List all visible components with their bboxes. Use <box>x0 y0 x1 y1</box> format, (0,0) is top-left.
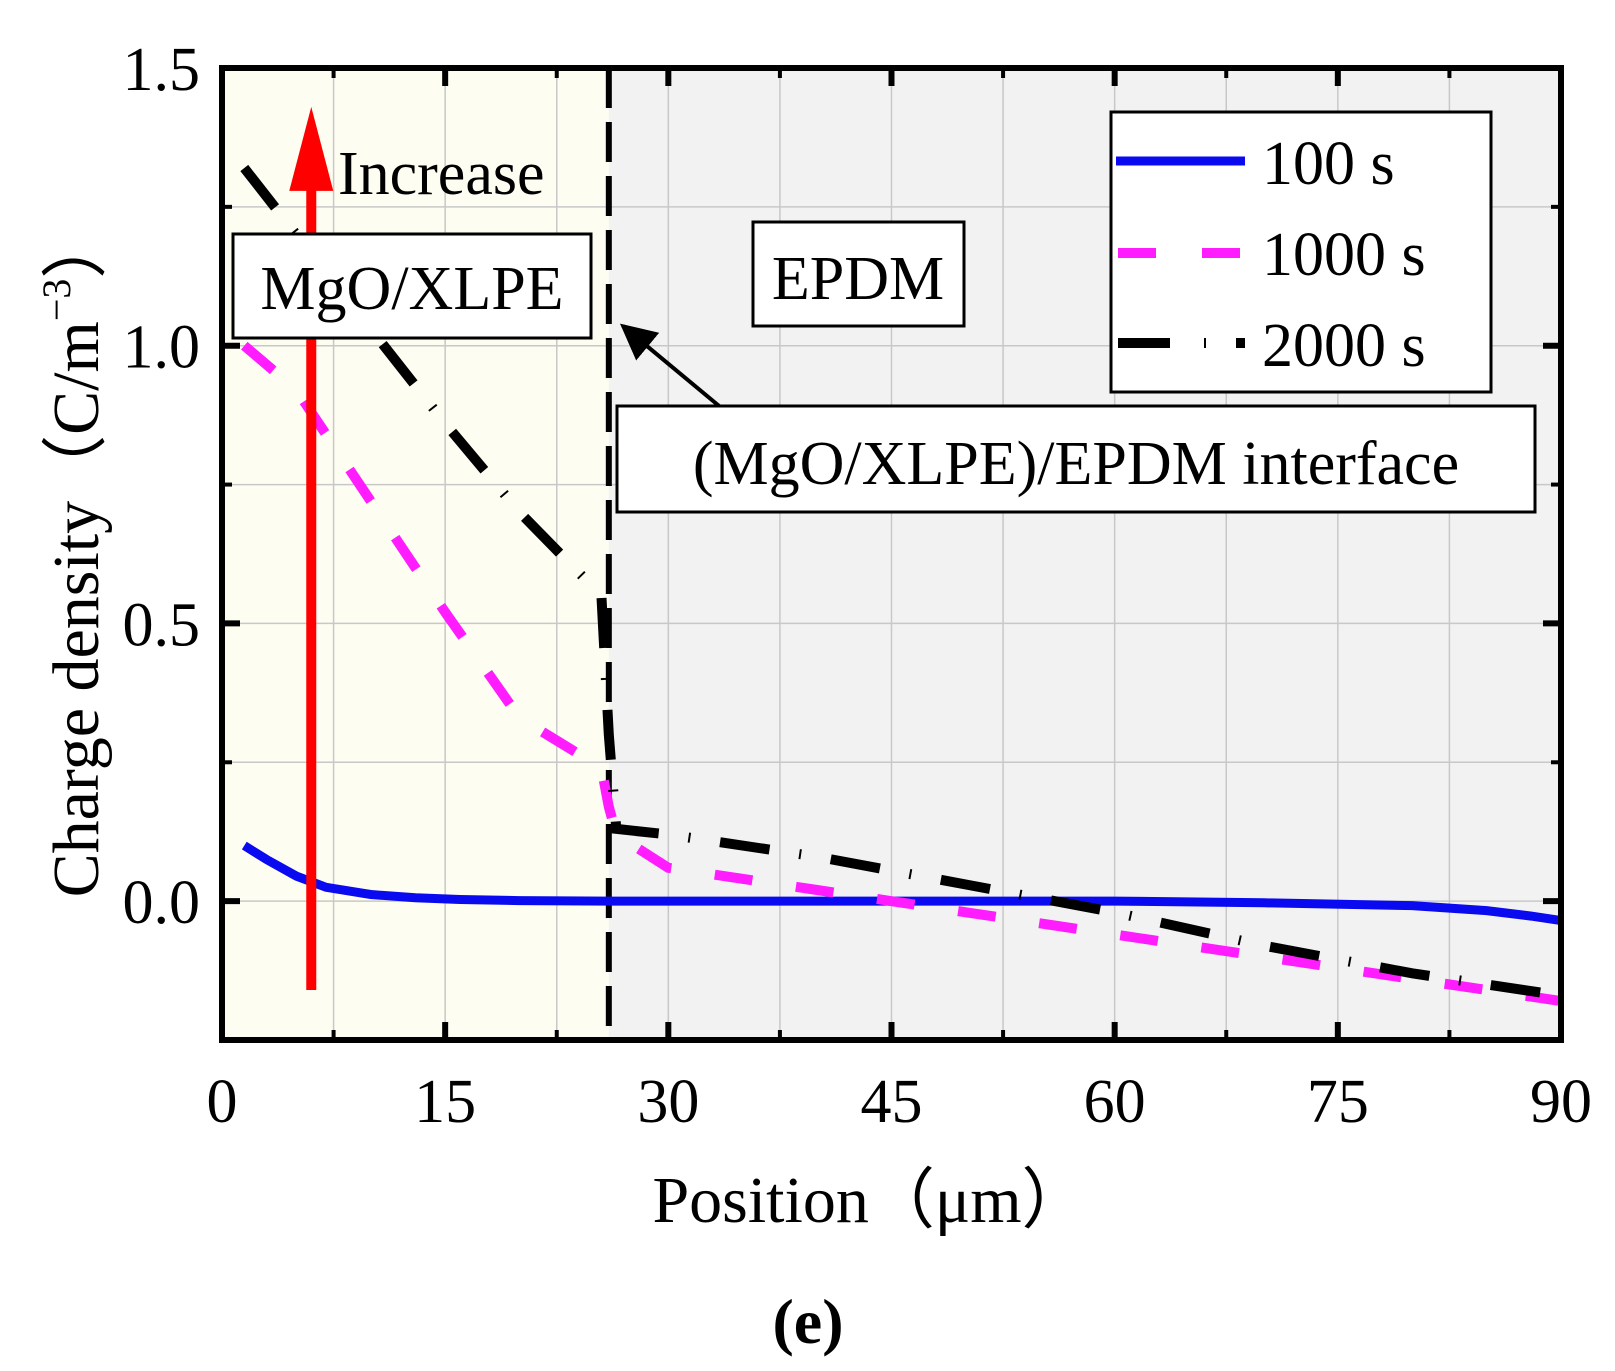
y-tick-label: 0.5 <box>123 591 201 659</box>
x-tick-label: 15 <box>414 1068 476 1136</box>
x-tick-label: 30 <box>637 1068 699 1136</box>
mgo-xlpe-label-box: MgO/XLPE <box>231 232 593 340</box>
epdm-label-box: EPDM <box>751 220 966 328</box>
x-tick-label: 0 <box>207 1068 238 1136</box>
x-tick-labels: 0 15 30 45 60 75 90 <box>207 1068 1593 1136</box>
x-axis-title: Position（μm） <box>652 1164 1087 1237</box>
series-line-100s <box>241 841 1561 926</box>
x-tick-label: 75 <box>1307 1068 1369 1136</box>
y-axis-title: Charge density（C/m−3） <box>34 213 113 898</box>
interface-label: (MgO/XLPE)/EPDM interface <box>693 430 1459 498</box>
y-tick-label: 1.5 <box>123 36 201 104</box>
mgo-xlpe-label: MgO/XLPE <box>260 255 563 323</box>
region-mgo-xlpe-background <box>222 68 609 1040</box>
y-tick-label: 0.0 <box>123 869 201 937</box>
legend-label-1000s: 1000 s <box>1262 221 1426 289</box>
increase-label: Increase <box>338 140 545 208</box>
legend-label-100s: 100 s <box>1262 130 1395 198</box>
series-line-2000s <box>240 164 1561 1001</box>
x-tick-label: 90 <box>1530 1068 1592 1136</box>
legend: 100 s 1000 s 2000 s <box>1109 110 1493 394</box>
interface-label-box: (MgO/XLPE)/EPDM interface <box>615 404 1537 514</box>
x-tick-label: 45 <box>861 1068 923 1136</box>
y-tick-labels: 0.0 0.5 1.0 1.5 <box>123 36 201 937</box>
plot-frame <box>219 65 1564 1043</box>
y-tick-label: 1.0 <box>123 314 201 382</box>
epdm-label: EPDM <box>772 245 944 313</box>
legend-label-2000s: 2000 s <box>1262 312 1426 380</box>
panel-label: (e) <box>772 1286 843 1357</box>
series-line-1000s <box>241 341 1561 1007</box>
x-tick-label: 60 <box>1084 1068 1146 1136</box>
